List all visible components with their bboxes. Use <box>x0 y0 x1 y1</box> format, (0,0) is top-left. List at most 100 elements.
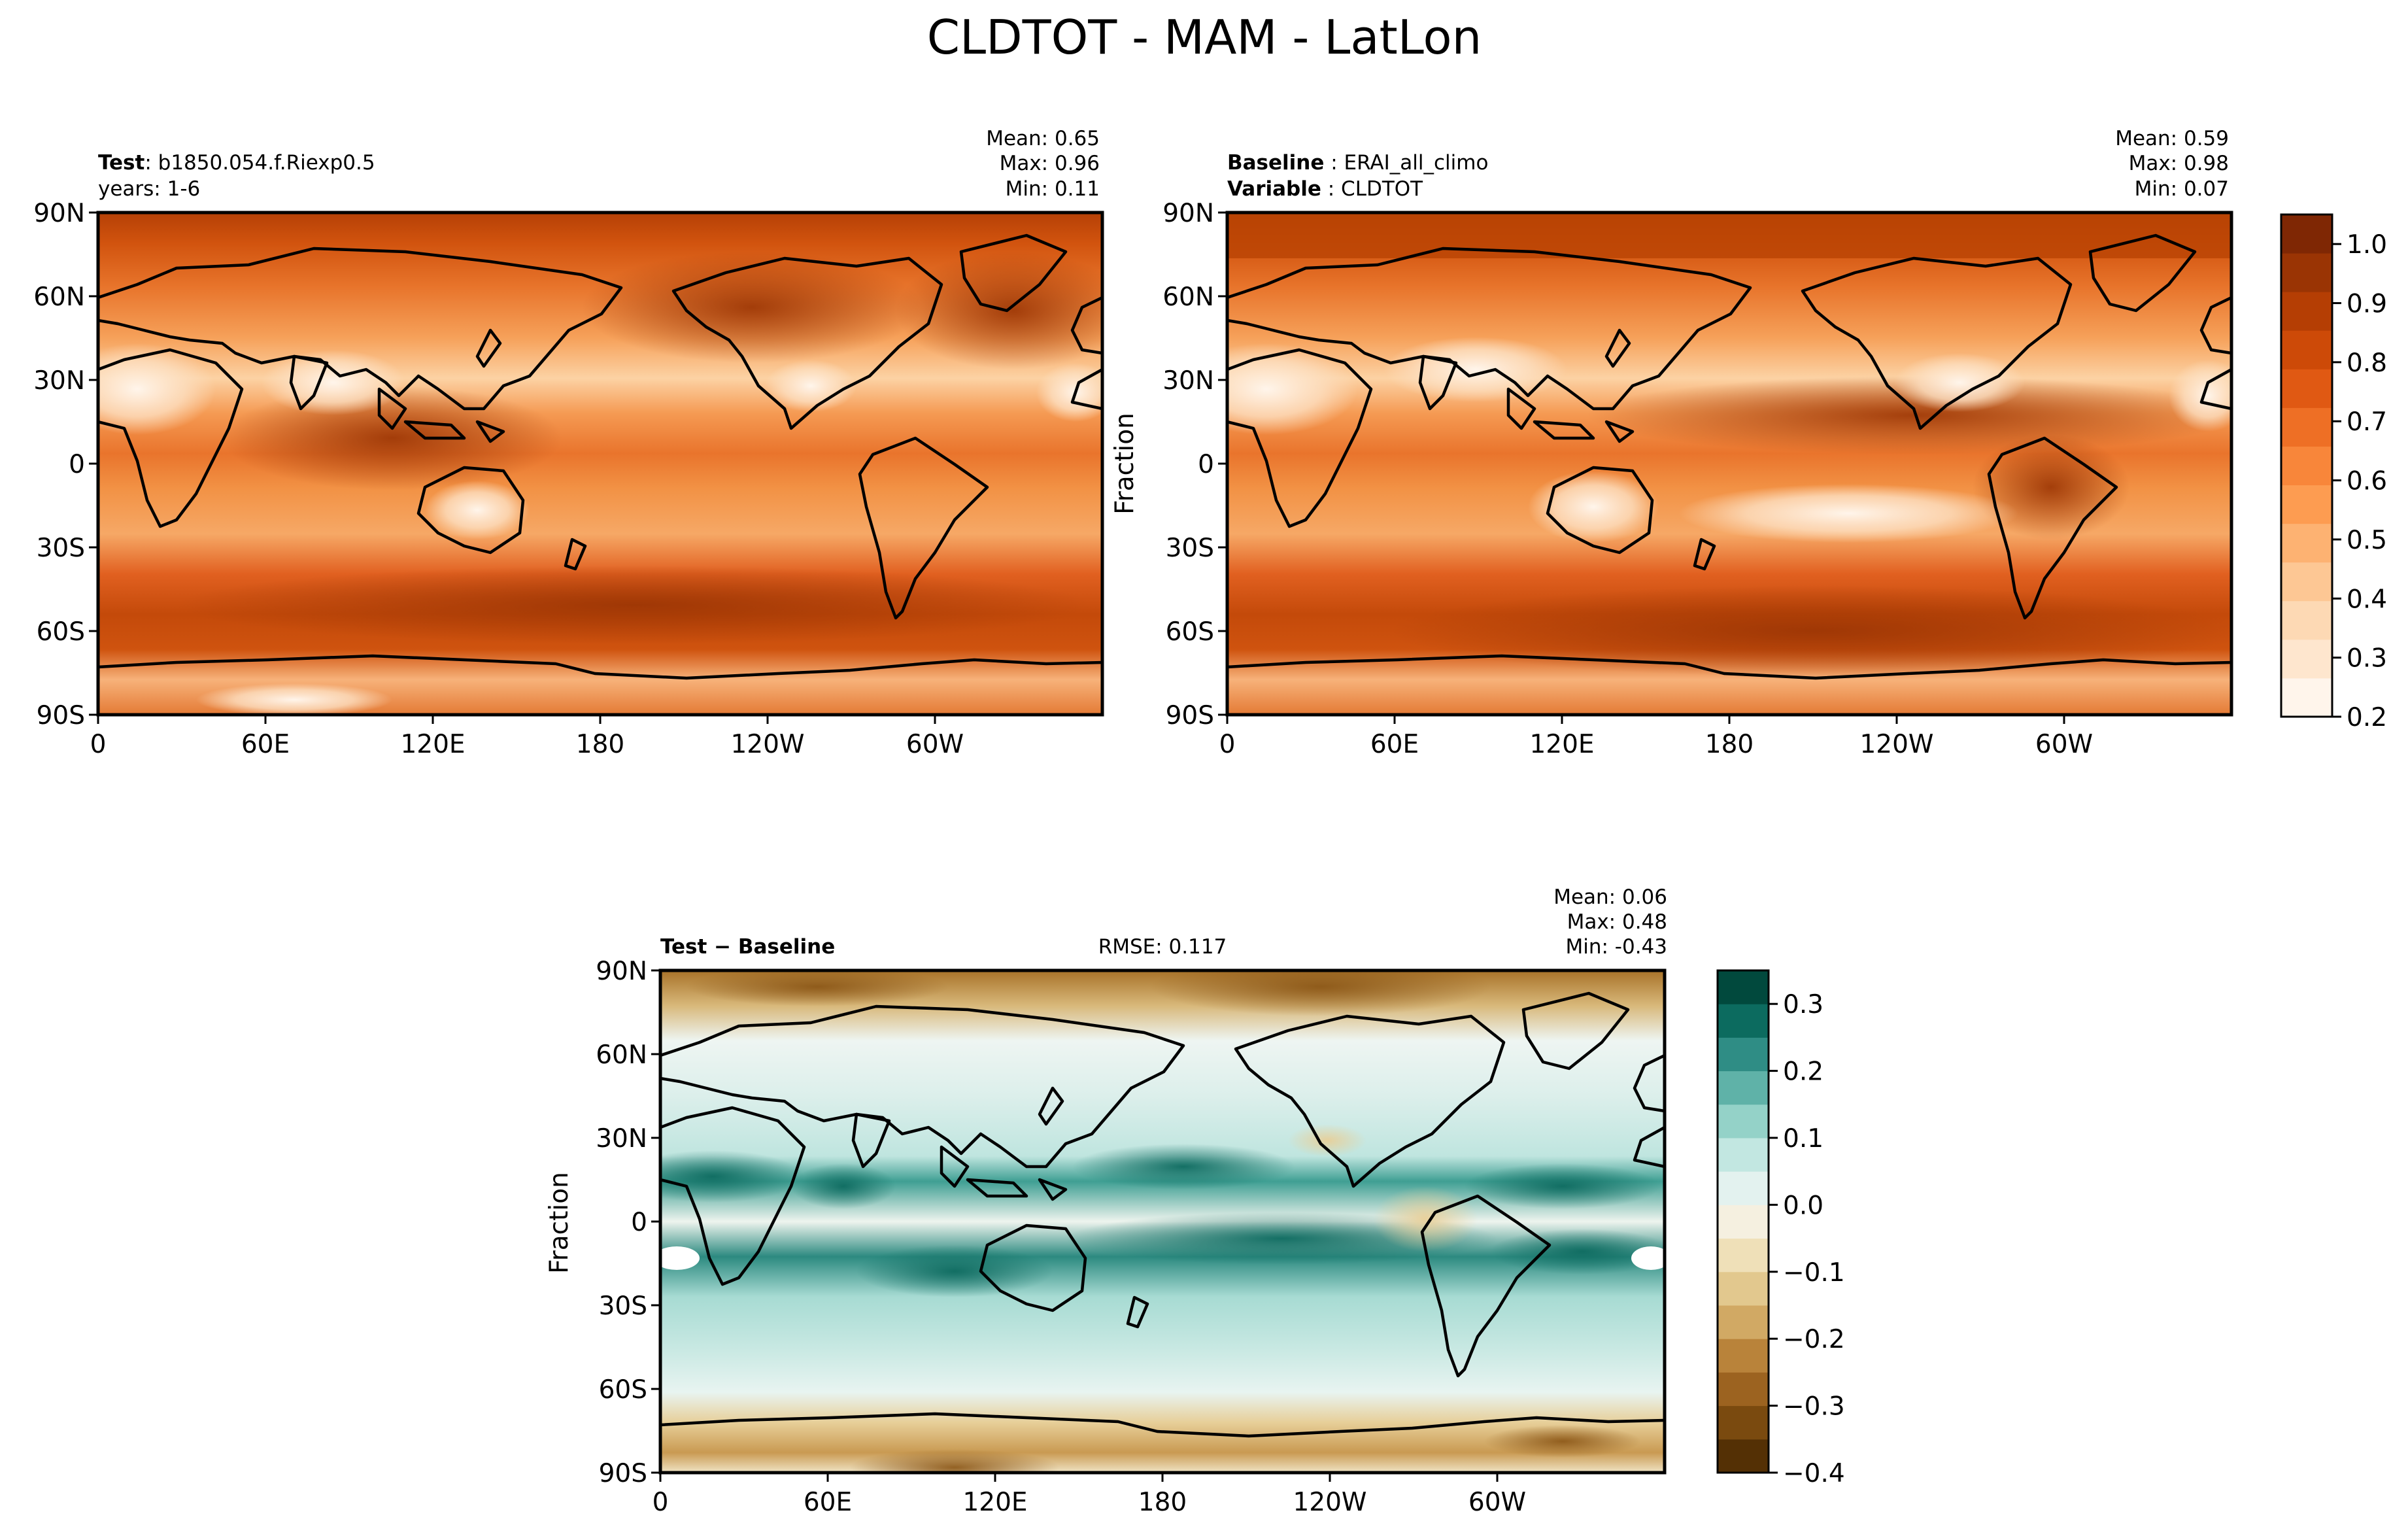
panel-baseline-header-line1: Baseline : ERAI_all_climo <box>1227 151 1488 175</box>
y-tick-label: 60N <box>33 282 85 312</box>
x-tick-label: 60W <box>1468 1488 1526 1517</box>
y-tick-label: 90N <box>1162 199 1214 228</box>
colorbar-swatch <box>2281 407 2332 447</box>
colorbar-tick-label: −0.2 <box>1783 1325 1845 1354</box>
panel-diff-stat-max: Max: 0.48 <box>1567 910 1667 934</box>
y-tick-label: 30N <box>1162 366 1214 396</box>
panel-baseline-y-ticks: 90N 60N 30N 0 30S 60S 90S <box>1162 199 1227 730</box>
y-tick-label: 90S <box>1166 701 1214 730</box>
x-tick-label: 180 <box>576 730 624 759</box>
colorbar-swatch <box>2281 369 2332 408</box>
x-tick-label: 60E <box>241 730 290 759</box>
x-tick-label: 0 <box>90 730 107 759</box>
y-tick-label: 90S <box>37 701 85 730</box>
panel-diff-rmse: RMSE: 0.117 <box>1098 935 1227 959</box>
panel-test: Test: b1850.054.f.Riexp0.5 years: 1-6 Me… <box>33 127 1104 759</box>
panel-diff-y-ticks: 90N 60N 30N 0 30S 60S 90S <box>596 957 660 1488</box>
colorbar-tick-label: −0.3 <box>1783 1392 1845 1422</box>
colorbar-swatch <box>1718 1138 1769 1172</box>
y-tick-label: 60S <box>37 617 85 647</box>
panel-diff-header: Test − Baseline <box>660 935 835 959</box>
colorbar-swatch <box>2281 600 2332 640</box>
panel-test-map: 0 60E 120E 180 120W 60W 90N 60N 30N 0 30S 60S 90S <box>33 199 1104 759</box>
colorbar-swatch <box>2281 214 2332 254</box>
y-tick-label: 30S <box>599 1292 647 1321</box>
panel-baseline-stat-min: Min: 0.07 <box>2135 177 2229 201</box>
colorbar-tick-label: −0.1 <box>1783 1258 1845 1288</box>
colorbar-swatch <box>2281 485 2332 524</box>
colorbar-swatch <box>1718 970 1769 1004</box>
colorbar-tick-label: 1.0 <box>2347 230 2387 260</box>
colorbar-swatch <box>1718 1372 1769 1407</box>
colorbar-tick-label: 0.5 <box>2347 526 2387 555</box>
colorbar-tick-label: 0.8 <box>2347 349 2387 378</box>
colorbar-swatch <box>2281 677 2332 717</box>
colorbar-swatch <box>2281 292 2332 331</box>
panel-baseline-ylabel: Fraction <box>1110 413 1140 515</box>
panel-test-y-ticks: 90N 60N 30N 0 30S 60S 90S <box>33 199 98 730</box>
colorbar-tick-label: −0.4 <box>1783 1459 1845 1488</box>
y-tick-label: 0 <box>1198 450 1214 479</box>
panel-test-header-line2: years: 1-6 <box>98 177 200 201</box>
x-tick-label: 120E <box>400 730 465 759</box>
panel-baseline-stat-mean: Mean: 0.59 <box>2115 127 2229 150</box>
panel-baseline: Baseline : ERAI_all_climo Variable : CLD… <box>1110 127 2233 759</box>
colorbar-tick-label: 0.4 <box>2347 585 2387 614</box>
y-tick-label: 30S <box>1166 534 1214 563</box>
panel-diff-stat-min: Min: -0.43 <box>1565 935 1667 959</box>
colorbar-swatch <box>1718 1305 1769 1339</box>
x-tick-label: 120W <box>1859 730 1933 759</box>
panel-diff-map: 0 60E 120E 180 120W 60W 90N 60N 30N 0 30S 60S 90S <box>596 957 1667 1517</box>
colorbar-swatch <box>1718 1205 1769 1239</box>
colorbar-swatch <box>1718 1405 1769 1440</box>
colorbar-tick-label: 0.2 <box>1783 1057 1823 1087</box>
colorbar-tick-label: 0.3 <box>2347 644 2387 674</box>
panel-test-x-ticks: 0 60E 120E 180 120W 60W <box>90 715 964 759</box>
y-tick-label: 30S <box>37 534 85 563</box>
colorbar-swatch <box>2281 446 2332 486</box>
colorbar-swatch <box>2281 639 2332 679</box>
y-tick-label: 30N <box>596 1124 647 1154</box>
panel-diff: Test − Baseline RMSE: 0.117 Mean: 0.06 M… <box>545 885 1667 1517</box>
x-tick-label: 60E <box>1370 730 1419 759</box>
panel-baseline-x-ticks: 0 60E 120E 180 120W 60W <box>1219 715 2093 759</box>
figure-title: CLDTOT - MAM - LatLon <box>927 10 1482 65</box>
colorbar-swatch <box>1718 1238 1769 1273</box>
x-tick-label: 120E <box>962 1488 1027 1517</box>
colorbar-tick-label: 0.2 <box>2347 703 2387 732</box>
colorbar-swatch <box>2281 253 2332 292</box>
y-tick-label: 60S <box>1166 617 1214 647</box>
x-tick-label: 60W <box>2035 730 2093 759</box>
colorbar-swatch <box>1718 1104 1769 1138</box>
y-tick-label: 90N <box>596 957 647 986</box>
y-tick-label: 30N <box>33 366 85 396</box>
x-tick-label: 60W <box>906 730 964 759</box>
panel-diff-stat-mean: Mean: 0.06 <box>1553 885 1667 909</box>
colorbar-tick-label: 0.1 <box>1783 1124 1823 1154</box>
panel-diff-x-ticks: 0 60E 120E 180 120W 60W <box>653 1473 1526 1517</box>
x-tick-label: 120W <box>730 730 804 759</box>
y-tick-label: 60S <box>599 1375 647 1405</box>
colorbar-tick-label: 0.7 <box>2347 407 2387 437</box>
y-tick-label: 90S <box>599 1459 647 1488</box>
colorbar-swatch <box>1718 1004 1769 1038</box>
panel-baseline-map: 0 60E 120E 180 120W 60W 90N 60N 30N 0 30S 60S 90S <box>1162 199 2233 759</box>
colorbar-swatch <box>2281 523 2332 563</box>
colorbar-swatch <box>1718 1171 1769 1205</box>
main-colorbar: 1.0 0.9 0.8 0.7 0.6 0.5 0.4 0.3 0.2 <box>2280 213 2387 732</box>
colorbar-tick-label: 0.6 <box>2347 467 2387 496</box>
colorbar-swatch <box>1718 1037 1769 1072</box>
y-tick-label: 0 <box>631 1208 647 1237</box>
x-tick-label: 0 <box>1219 730 1236 759</box>
colorbar-tick-label: 0.0 <box>1783 1191 1823 1220</box>
panel-baseline-header-line2: Variable : CLDTOT <box>1227 177 1423 201</box>
x-tick-label: 120E <box>1529 730 1594 759</box>
x-tick-label: 180 <box>1138 1488 1187 1517</box>
colorbar-tick-label: 0.3 <box>1783 990 1823 1019</box>
colorbar-tick-label: 0.9 <box>2347 290 2387 319</box>
x-tick-label: 60E <box>804 1488 852 1517</box>
y-tick-label: 90N <box>33 199 85 228</box>
colorbar-swatch <box>1718 1271 1769 1306</box>
x-tick-label: 0 <box>653 1488 669 1517</box>
